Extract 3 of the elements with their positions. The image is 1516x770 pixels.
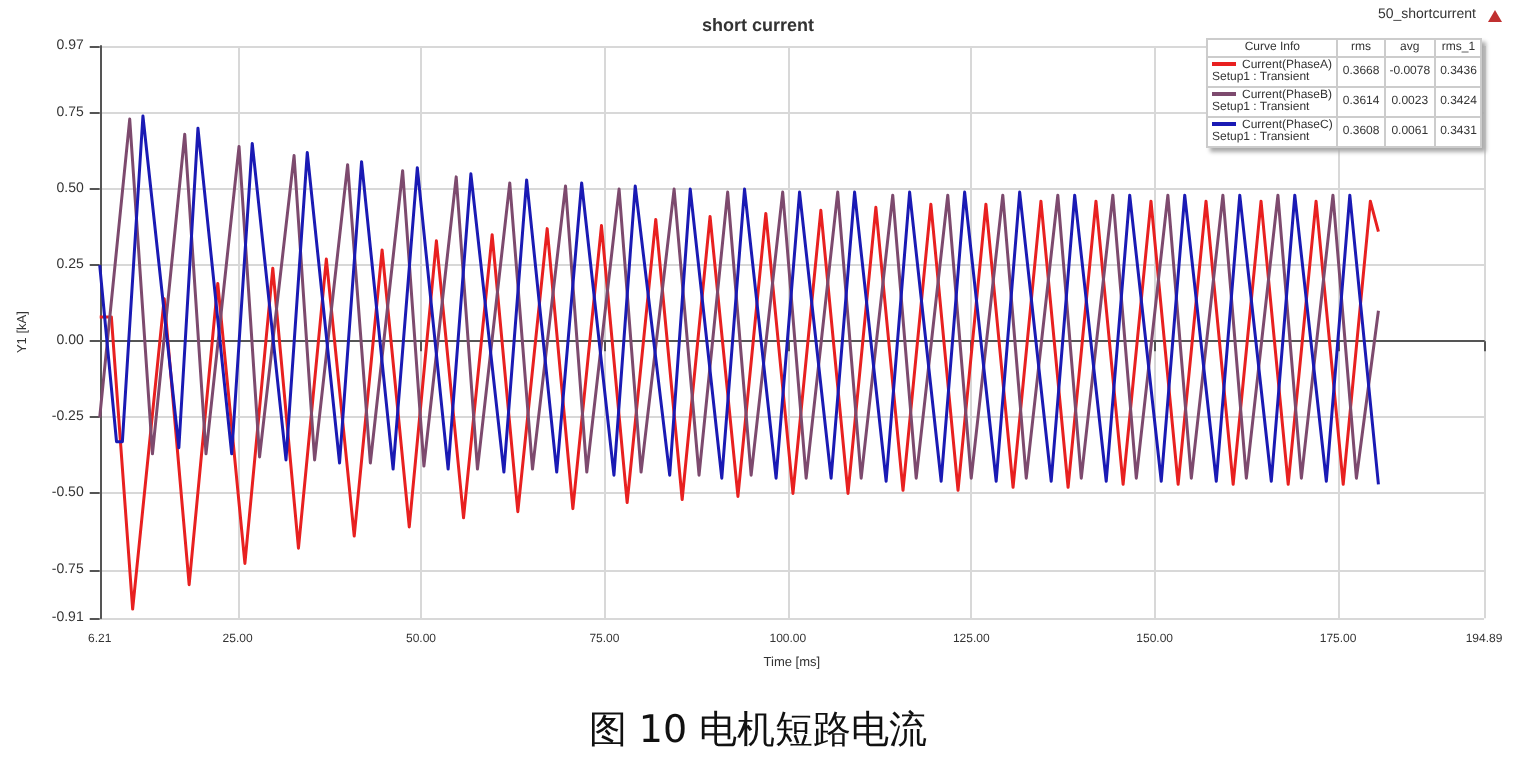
caption: 图 10 电机短路电流: [586, 706, 930, 756]
chart-title: short current: [701, 15, 815, 35]
line-series: [98, 199, 1380, 611]
